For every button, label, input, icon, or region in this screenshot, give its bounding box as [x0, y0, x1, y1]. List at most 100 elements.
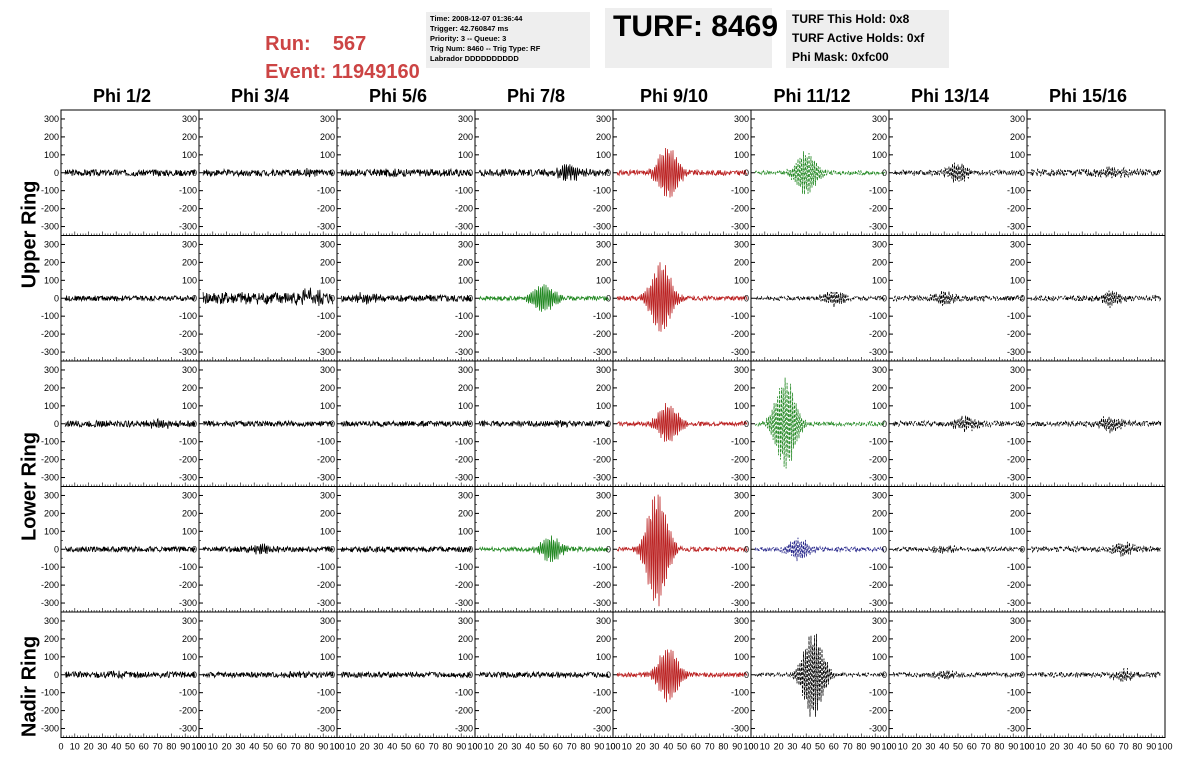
y-tick-label: 300 — [596, 616, 611, 626]
x-tick-label: 50 — [263, 742, 273, 752]
x-tick-label: 100 — [605, 742, 620, 752]
waveform-panel: -300 -200 -100 0 100 200 300 — [455, 486, 614, 613]
y-tick-label: -100 — [179, 311, 197, 321]
y-tick-label: 200 — [320, 383, 335, 393]
y-tick-label: -300 — [1007, 724, 1025, 734]
y-tick-label: -300 — [1007, 222, 1025, 232]
y-tick-label: -300 — [1007, 347, 1025, 357]
x-tick-label: 20 — [1050, 742, 1060, 752]
y-tick-label: 0 — [744, 419, 749, 429]
y-tick-label: -100 — [869, 688, 887, 698]
waveform-trace — [340, 292, 472, 305]
y-tick-label: -100 — [1007, 186, 1025, 196]
turf-line: Phi Mask: 0xfc00 — [792, 50, 889, 64]
waveform-panel: -300 -200 -100 0 100 200 300 — [593, 486, 752, 613]
y-tick-label: 100 — [734, 150, 749, 160]
y-tick-label: -100 — [593, 688, 611, 698]
y-tick-label: -100 — [317, 562, 335, 572]
y-tick-label: 100 — [872, 275, 887, 285]
y-tick-label: 300 — [734, 114, 749, 124]
x-tick-label: 30 — [649, 742, 659, 752]
waveform-panel: -300 -200 -100 0 100 200 300 — [869, 486, 1028, 613]
col-title-phi-11-12: Phi 11/12 — [773, 86, 851, 106]
y-tick-label: -100 — [869, 186, 887, 196]
y-tick-label: 100 — [320, 150, 335, 160]
y-tick-label: -300 — [317, 222, 335, 232]
x-tick-label: 70 — [843, 742, 853, 752]
x-tick-label: 60 — [1105, 742, 1115, 752]
y-tick-label: -300 — [455, 473, 473, 483]
y-tick-label: -200 — [179, 329, 197, 339]
waveform-panel: -300 -200 -100 0 100 200 300 — [317, 235, 476, 362]
y-tick-label: 300 — [182, 616, 197, 626]
y-tick-label: 300 — [458, 365, 473, 375]
y-tick-label: 0 — [882, 168, 887, 178]
waveform-trace — [754, 633, 886, 717]
y-tick-label: 200 — [1010, 132, 1025, 142]
y-tick-label: -100 — [317, 311, 335, 321]
waveform-trace — [1030, 166, 1162, 179]
y-tick-label: -300 — [179, 724, 197, 734]
y-tick-label: 0 — [54, 419, 59, 429]
waveform-trace — [340, 167, 472, 178]
turf-title: TURF: 8469 — [613, 10, 779, 43]
waveform-panel: -300 -200 -100 0 100 200 300 — [731, 235, 890, 362]
y-tick-label: -100 — [1007, 437, 1025, 447]
y-tick-label: -300 — [179, 347, 197, 357]
x-tick-label: 10 — [898, 742, 908, 752]
y-tick-label: 100 — [596, 652, 611, 662]
y-tick-label: -300 — [869, 473, 887, 483]
y-tick-label: 100 — [44, 150, 59, 160]
y-tick-label: -100 — [1007, 562, 1025, 572]
waveform-trace — [893, 162, 1024, 183]
y-tick-label: 100 — [458, 652, 473, 662]
y-tick-label: 0 — [606, 293, 611, 303]
x-tick-label: 70 — [429, 742, 439, 752]
y-tick-label: 100 — [872, 401, 887, 411]
event-label: Event: 11949160 — [254, 38, 420, 84]
waveform-trace — [892, 290, 1024, 306]
y-tick-label: 0 — [744, 670, 749, 680]
x-tick-label: 60 — [139, 742, 149, 752]
x-tick-label: 70 — [1119, 742, 1129, 752]
waveform-panel: -300 -200 -100 0 100 200 300 — [179, 360, 338, 487]
waveform-panel: -300 -200 -100 0 100 200 300 — [593, 360, 752, 487]
x-tick-label: 10 — [622, 742, 632, 752]
y-tick-label: 200 — [872, 257, 887, 267]
y-tick-label: 300 — [320, 239, 335, 249]
y-tick-label: -200 — [1007, 204, 1025, 214]
y-tick-label: 200 — [182, 634, 197, 644]
col-title-phi-5-6: Phi 5/6 — [368, 86, 428, 106]
x-tick-label: 100 — [1019, 742, 1034, 752]
waveform-trace — [754, 151, 886, 195]
y-tick-label: 0 — [1020, 670, 1025, 680]
waveform-trace — [616, 402, 748, 442]
trigger-info-box: Time: 2008-12-07 01:36:44 Trigger: 42.76… — [426, 12, 590, 68]
y-tick-label: -300 — [41, 598, 59, 608]
y-tick-label: -200 — [317, 455, 335, 465]
waveform-panel: -300 -200 -100 0 100 200 300 — [1007, 109, 1166, 236]
run-value: 567 — [332, 33, 367, 55]
y-tick-label: -100 — [455, 311, 473, 321]
y-tick-label: -300 — [41, 222, 59, 232]
y-tick-label: 200 — [596, 383, 611, 393]
info-line: Time: 2008-12-07 01:36:44 — [430, 14, 523, 23]
y-tick-label: -300 — [731, 724, 749, 734]
y-tick-label: -200 — [869, 706, 887, 716]
y-tick-label: 300 — [872, 365, 887, 375]
y-tick-label: 100 — [182, 275, 197, 285]
waveform-trace — [478, 419, 610, 429]
y-tick-label: -300 — [731, 473, 749, 483]
y-tick-label: -300 — [455, 222, 473, 232]
info-line: Priority: 3 -- Queue: 3 — [430, 34, 507, 43]
y-tick-label: 100 — [1010, 150, 1025, 160]
waveform-panel: -300 -200 -100 0 100 200 300 — [317, 486, 476, 613]
y-tick-label: -200 — [41, 455, 59, 465]
y-tick-label: -200 — [593, 204, 611, 214]
x-tick-label: 100 — [1157, 742, 1172, 752]
y-tick-label: 100 — [458, 526, 473, 536]
waveform-trace — [64, 294, 196, 303]
y-tick-label: 0 — [606, 544, 611, 554]
y-tick-label: 200 — [872, 383, 887, 393]
